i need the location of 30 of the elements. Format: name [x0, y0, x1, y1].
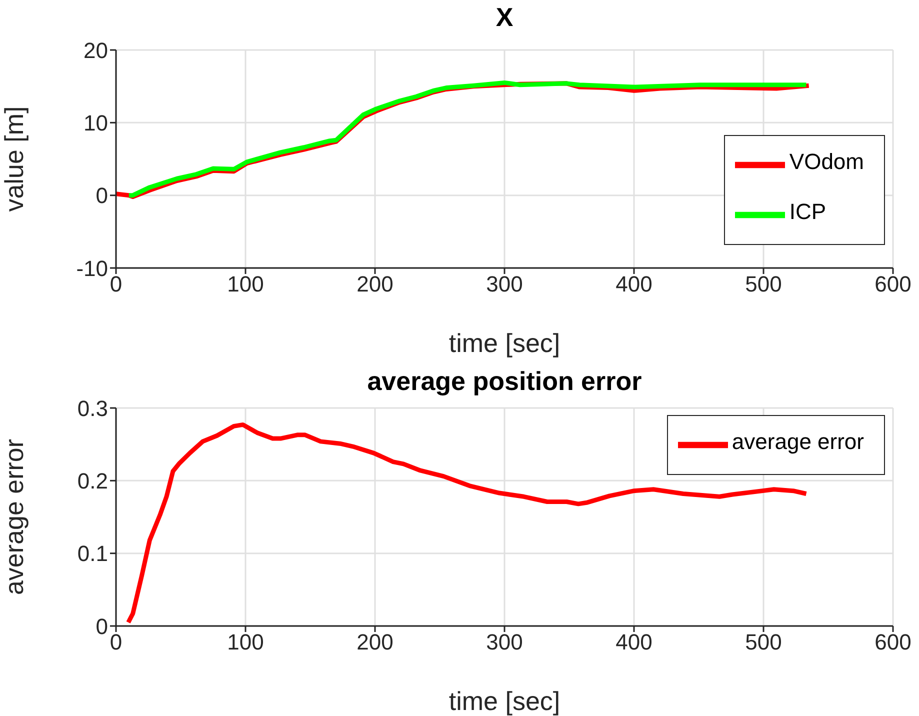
- chart-title: X: [494, 2, 514, 33]
- y-axis-title: value [m]: [0, 106, 30, 212]
- y-tick-label: 0.1: [77, 541, 108, 566]
- y-tick-label: 20: [84, 38, 108, 63]
- x-tick-label: 200: [356, 630, 394, 655]
- x-tick-label: 400: [616, 272, 652, 297]
- y-tick-label: 0.2: [77, 468, 108, 494]
- x-tick-label: 300: [486, 272, 523, 297]
- x-tick-label: 300: [486, 630, 523, 655]
- y-tick-label: -10: [76, 256, 108, 281]
- x-tick-label: 100: [227, 272, 264, 297]
- y-axis-title: average error: [0, 438, 30, 596]
- chart-title: average position error: [366, 366, 643, 397]
- legend-label: average error: [732, 428, 864, 454]
- x-tick-label: 400: [616, 630, 652, 655]
- legend-label: VOdom: [789, 148, 864, 174]
- y-tick-label: 0: [96, 614, 108, 639]
- y-tick-label: 0: [96, 183, 108, 208]
- legend-label: ICP: [789, 198, 826, 224]
- y-tick-label: 10: [84, 110, 108, 136]
- x-axis-title: time [sec]: [448, 328, 560, 358]
- x-tick-label: 600: [874, 272, 912, 297]
- x-tick-label: 500: [745, 272, 782, 297]
- x-tick-label: 200: [356, 272, 394, 297]
- x-tick-label: 600: [874, 630, 912, 655]
- x-axis-title: time [sec]: [448, 686, 560, 716]
- x-tick-label: 500: [745, 630, 782, 655]
- x-tick-label: 100: [227, 630, 264, 655]
- line-series: [126, 422, 808, 625]
- y-tick-label: 0.3: [77, 396, 108, 421]
